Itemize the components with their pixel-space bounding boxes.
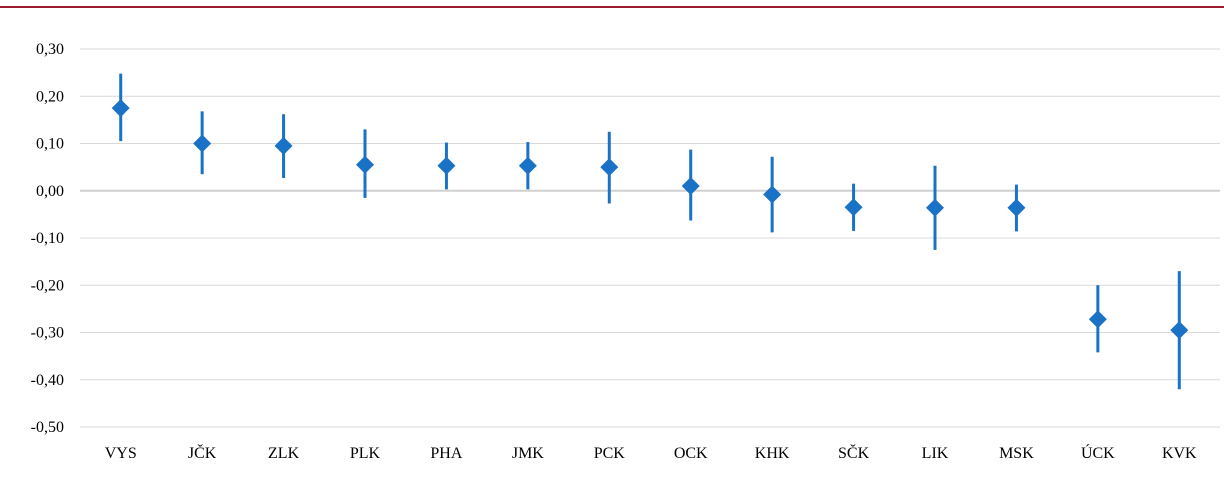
data-point [844, 198, 863, 217]
data-point [274, 136, 293, 155]
x-tick-label: OCK [674, 445, 708, 462]
data-point [681, 177, 700, 196]
x-tick-label: PCK [594, 445, 626, 462]
data-point [1007, 198, 1026, 217]
y-tick-label: -0,40 [31, 372, 64, 389]
data-point [1088, 310, 1107, 329]
x-tick-label: KVK [1162, 445, 1197, 462]
x-tick-labels: VYS JČK ZLK PLK PHA JMK PCK OCK KHK SČK LIK MSK ÚCK K… [105, 443, 1197, 462]
data-point [437, 156, 456, 175]
y-tick-label: -0,50 [31, 419, 64, 436]
data-point [193, 134, 212, 153]
x-tick-label: JMK [512, 445, 544, 462]
y-tick-labels: 0,30 0,20 0,10 0,00 -0,10 -0,20 -0,30 -0,40 -0,5… [31, 41, 64, 436]
data-point [111, 99, 130, 118]
x-tick-label: SČK [838, 443, 870, 462]
data-point [518, 156, 537, 175]
x-tick-label: JČK [188, 443, 217, 462]
data-point [926, 198, 944, 217]
data-point [600, 158, 619, 177]
y-tick-label: 0,30 [36, 41, 64, 58]
x-tick-label: VYS [105, 445, 137, 462]
x-tick-label: ZLK [268, 445, 300, 462]
y-tick-label: 0,20 [36, 88, 64, 105]
y-tick-label: -0,20 [31, 277, 64, 294]
x-tick-label: KHK [755, 445, 790, 462]
data-points [111, 99, 1189, 340]
x-tick-label: ÚCK [1081, 443, 1115, 462]
data-point [356, 155, 374, 174]
grid-lines [80, 48, 1220, 428]
data-point [763, 185, 782, 204]
data-point [1170, 321, 1189, 340]
top-rule [0, 6, 1224, 8]
x-tick-label: MSK [999, 445, 1034, 462]
x-tick-label: PHA [430, 445, 462, 462]
y-tick-label: 0,00 [36, 183, 64, 200]
y-tick-label: -0,30 [31, 325, 64, 342]
error-bars [119, 73, 1181, 390]
x-tick-label: LIK [922, 445, 949, 462]
x-tick-label: PLK [350, 445, 381, 462]
y-tick-label: -0,10 [31, 230, 64, 247]
y-tick-label: 0,10 [36, 136, 64, 153]
